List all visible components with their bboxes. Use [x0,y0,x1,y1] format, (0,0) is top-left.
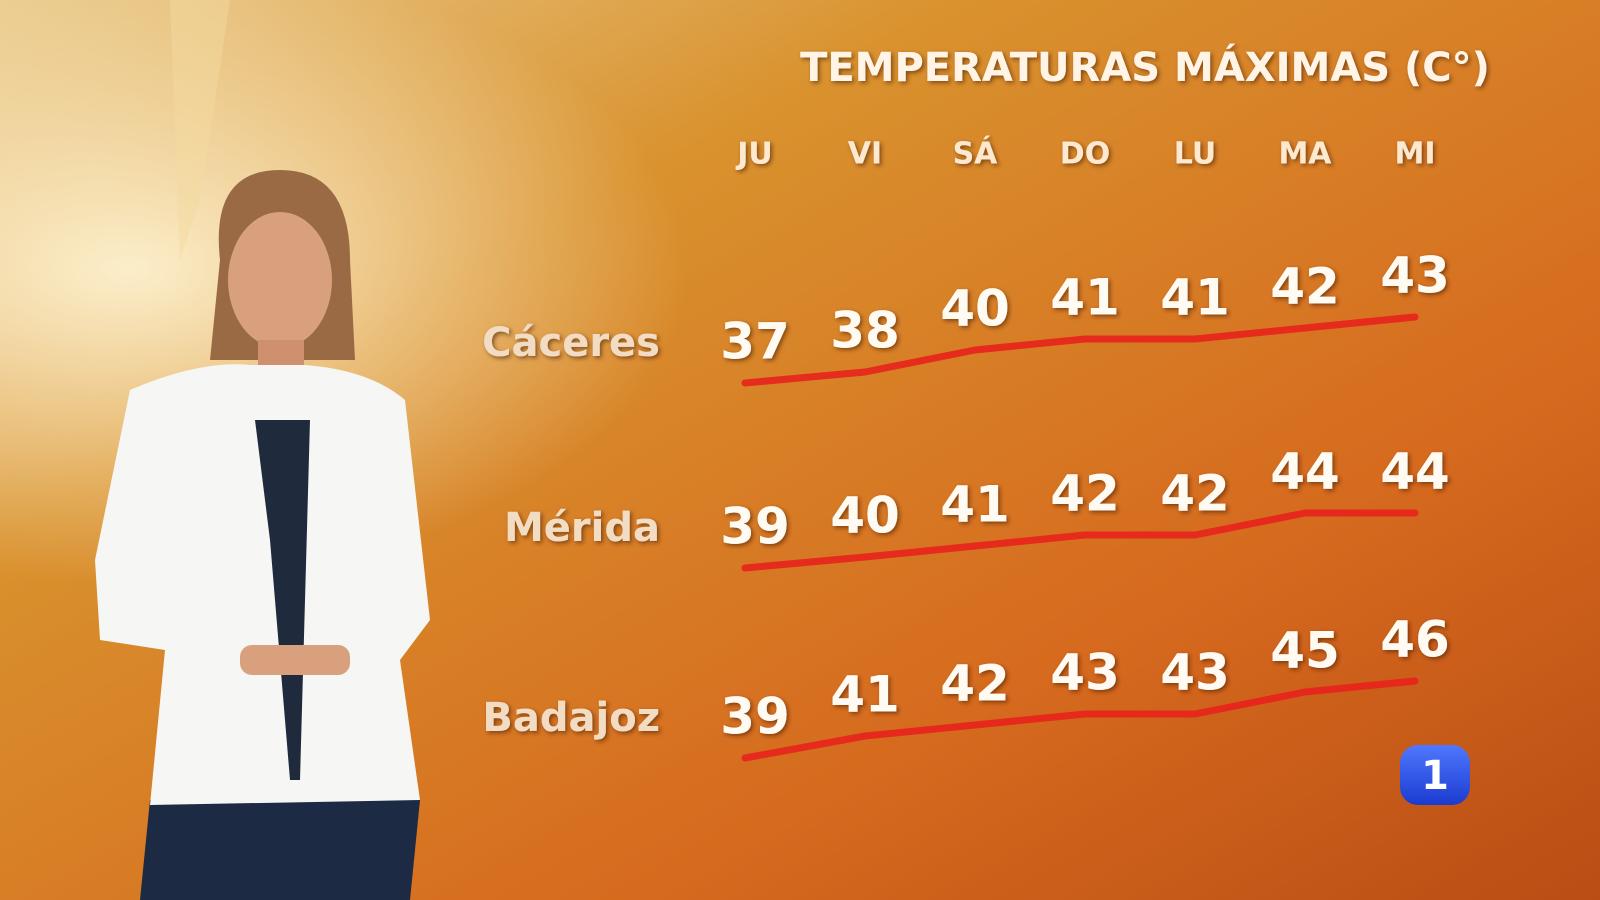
trend-line [741,313,1419,387]
forecast-title: TEMPERATURAS MÁXIMAS (C°) [800,43,1490,91]
temperature-value: 38 [830,302,900,360]
temperature-value: 44 [1270,443,1340,501]
temperature-value: 41 [1160,269,1230,327]
day-label: MI [1394,137,1435,172]
temperature-value: 46 [1380,611,1450,669]
channel-logo: 1 [1400,745,1470,805]
channel-logo-text: 1 [1421,753,1449,799]
trend-line [741,677,1419,762]
day-label: DO [1060,137,1110,172]
temperature-value: 43 [1380,247,1450,305]
temperature-value: 45 [1270,622,1340,680]
presenter [95,170,430,900]
temperature-value: 40 [940,280,1010,338]
temperature-value: 39 [720,498,790,556]
day-label: SÁ [953,136,999,172]
trend-line [741,509,1419,572]
forecast-table: JU VI SÁ DO LU MA MI Cáceres 37 38 40 41 41 42 43 Mérid… [482,136,1450,762]
temperature-value: 40 [830,487,900,545]
temperature-value: 39 [720,688,790,746]
city-label: Badajoz [482,695,660,741]
temperature-value: 41 [830,666,900,724]
day-label: MA [1278,137,1332,172]
temperature-value: 42 [1270,258,1340,316]
day-label: VI [848,137,882,172]
temperature-value: 44 [1380,443,1450,501]
day-label: LU [1174,137,1216,172]
temperature-value: 42 [940,655,1010,713]
city-label: Cáceres [482,320,660,366]
light-streak [170,0,230,260]
temperature-value: 42 [1050,465,1120,523]
day-label: JU [735,137,773,172]
city-label: Mérida [504,505,660,551]
temperature-value: 43 [1160,644,1230,702]
temperature-value: 42 [1160,465,1230,523]
temperature-value: 41 [940,476,1010,534]
temperature-value: 43 [1050,644,1120,702]
temperature-value: 41 [1050,269,1120,327]
temperature-value: 37 [720,313,790,371]
